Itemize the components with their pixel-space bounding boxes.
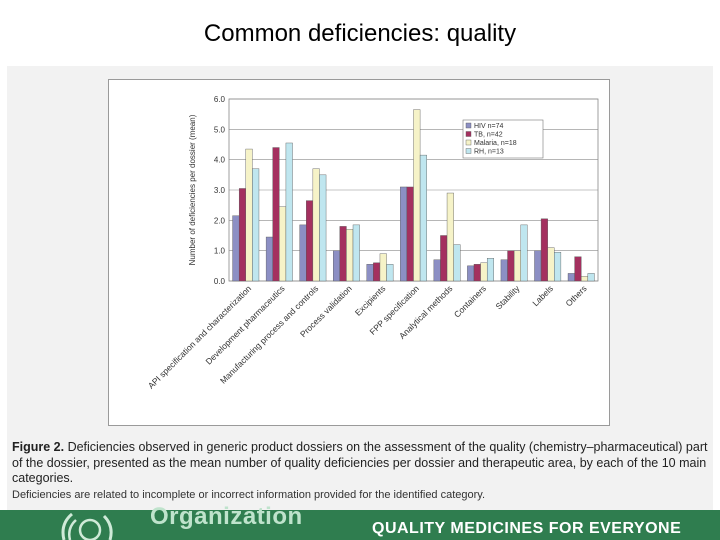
legend-swatch	[465, 122, 472, 129]
legend-swatch	[465, 148, 472, 154]
y-tick-label: 4.0	[214, 156, 226, 165]
y-tick-label: 3.0	[214, 186, 226, 195]
y-tick-label: 1.0	[214, 247, 226, 256]
bar	[467, 265, 475, 282]
x-category-label: Stability	[493, 283, 522, 312]
legend-swatch	[465, 139, 472, 146]
bar	[480, 262, 488, 282]
bar	[279, 206, 287, 282]
bar	[446, 192, 454, 282]
un-emblem-icon	[61, 512, 113, 540]
footer-organization-text: Organization	[150, 506, 303, 530]
bar	[232, 215, 240, 282]
bar	[346, 229, 354, 282]
bar	[547, 247, 555, 282]
bar	[419, 154, 427, 282]
bar	[400, 186, 408, 282]
bar	[265, 236, 273, 282]
x-category-label: Others	[564, 283, 589, 308]
bar	[379, 253, 387, 282]
bar	[567, 273, 575, 282]
y-axis-label: Number of deficiencies per dossier (mean…	[188, 114, 197, 265]
legend-label: TB, n=42	[474, 132, 503, 139]
legend-label: Malaria, n=18	[474, 140, 517, 147]
bar	[299, 224, 307, 282]
bar	[238, 188, 246, 282]
bar	[520, 224, 528, 282]
legend-swatch	[465, 131, 472, 137]
legend-box	[462, 119, 544, 159]
figure-caption: Figure 2. Deficiencies observed in gener…	[12, 440, 712, 487]
footer-banner	[0, 510, 720, 540]
bar	[406, 186, 414, 282]
bar	[252, 168, 260, 282]
legend-label: HIV n=74	[474, 123, 503, 130]
bar	[581, 276, 589, 282]
x-category-label: Labels	[530, 283, 555, 308]
bar	[333, 250, 341, 282]
bar	[453, 244, 461, 282]
x-category-label: Containers	[452, 283, 488, 319]
bar	[587, 273, 595, 282]
x-category-label: Excipients	[353, 283, 387, 317]
bar	[285, 142, 293, 282]
bar	[413, 109, 421, 282]
bar-chart: Number of deficiencies per dossier (mean…	[146, 95, 599, 391]
figure-caption-note: Deficiencies are related to incomplete o…	[12, 489, 486, 501]
y-tick-label: 6.0	[214, 95, 226, 104]
bar	[440, 235, 448, 282]
bar	[319, 174, 327, 282]
y-tick-label: 5.0	[214, 125, 226, 134]
bar	[540, 218, 548, 282]
bar	[245, 148, 253, 282]
slide-title: Common deficiencies: quality	[203, 20, 517, 47]
bar	[574, 256, 582, 282]
bar	[366, 264, 374, 282]
bar	[373, 262, 381, 282]
y-tick-label: 2.0	[214, 216, 226, 225]
bar	[473, 264, 481, 282]
bar	[486, 258, 494, 282]
figure-caption-text: Deficiencies observed in generic product…	[12, 440, 708, 485]
bar	[507, 250, 515, 282]
bar	[433, 259, 441, 282]
bar	[386, 264, 394, 282]
bar	[500, 259, 508, 282]
bar	[272, 147, 280, 282]
bar	[352, 224, 360, 282]
bar	[534, 250, 542, 282]
legend-label: RH, n=13	[474, 149, 504, 156]
bar	[513, 250, 521, 282]
bar	[312, 168, 320, 282]
bar	[306, 200, 314, 282]
figure-label: Figure 2.	[12, 440, 65, 454]
bar	[554, 251, 562, 282]
bar	[339, 226, 347, 282]
footer-tagline: QUALITY MEDICINES FOR EVERYONE	[372, 520, 682, 537]
y-tick-label: 0.0	[214, 277, 226, 286]
